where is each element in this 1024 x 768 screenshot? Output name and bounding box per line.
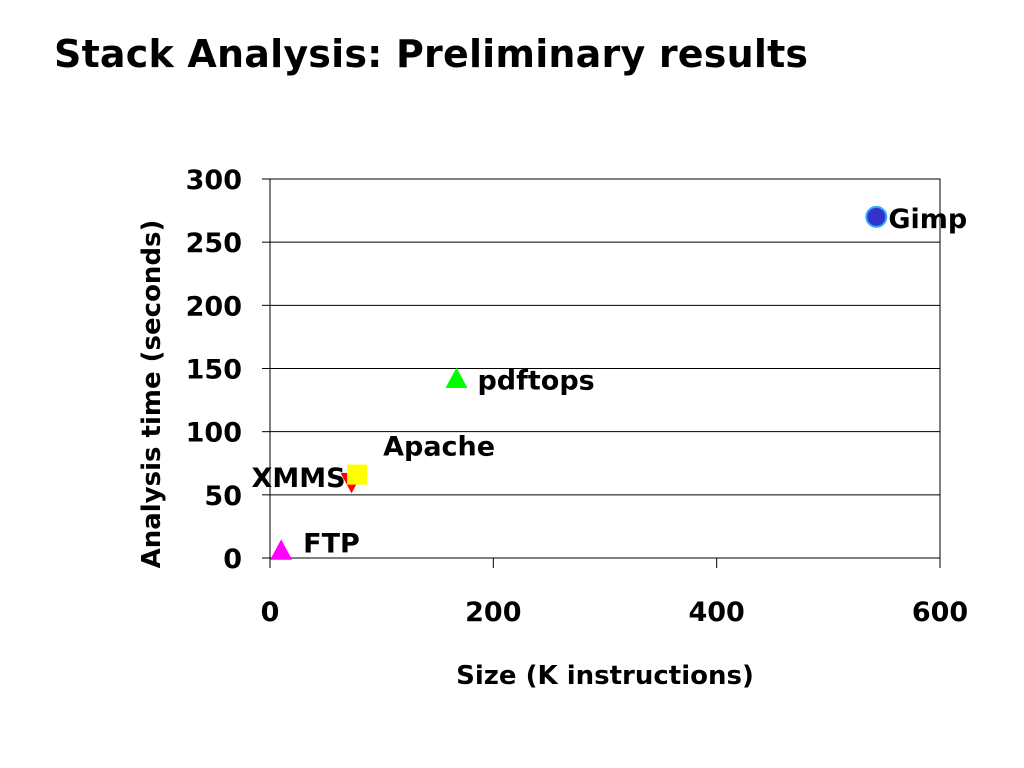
y-axis-label: Analysis time (seconds) (137, 220, 167, 569)
y-tick-label: 200 (186, 291, 242, 322)
data-points: FTP XMMS Apache pdftops Gimp (252, 204, 967, 560)
slide-title: Stack Analysis: Preliminary results (54, 32, 809, 76)
x-axis-ticks: 0 200 400 600 (261, 558, 968, 628)
y-axis-ticks: 0 50 100 150 200 250 300 (186, 165, 270, 575)
y-tick-label: 250 (186, 228, 242, 259)
data-point-apache: Apache (347, 432, 495, 485)
data-point-gimp: Gimp (865, 204, 967, 235)
x-tick-label: 400 (688, 597, 744, 628)
ftp-label: FTP (303, 528, 360, 559)
xmms-label: XMMS (252, 463, 346, 494)
y-tick-label: 150 (186, 355, 242, 386)
pdftops-label: pdftops (477, 366, 594, 397)
apache-label: Apache (383, 432, 495, 463)
x-tick-label: 600 (912, 597, 968, 628)
pdftops-marker (445, 367, 468, 388)
x-tick-label: 200 (465, 597, 521, 628)
y-tick-label: 0 (223, 544, 242, 575)
y-tick-label: 300 (186, 165, 242, 196)
gimp-label: Gimp (888, 204, 967, 235)
apache-marker (347, 464, 368, 485)
data-point-pdftops: pdftops (445, 366, 595, 397)
data-point-ftp: FTP (270, 528, 360, 560)
ftp-marker (270, 539, 293, 560)
y-tick-label: 50 (204, 481, 242, 512)
gimp-marker (865, 205, 888, 228)
x-tick-label: 0 (261, 597, 280, 628)
y-tick-label: 100 (186, 418, 242, 449)
data-point-xmms: XMMS (252, 463, 363, 494)
gridlines (270, 178, 940, 496)
x-axis-label: Size (K instructions) (456, 661, 754, 691)
